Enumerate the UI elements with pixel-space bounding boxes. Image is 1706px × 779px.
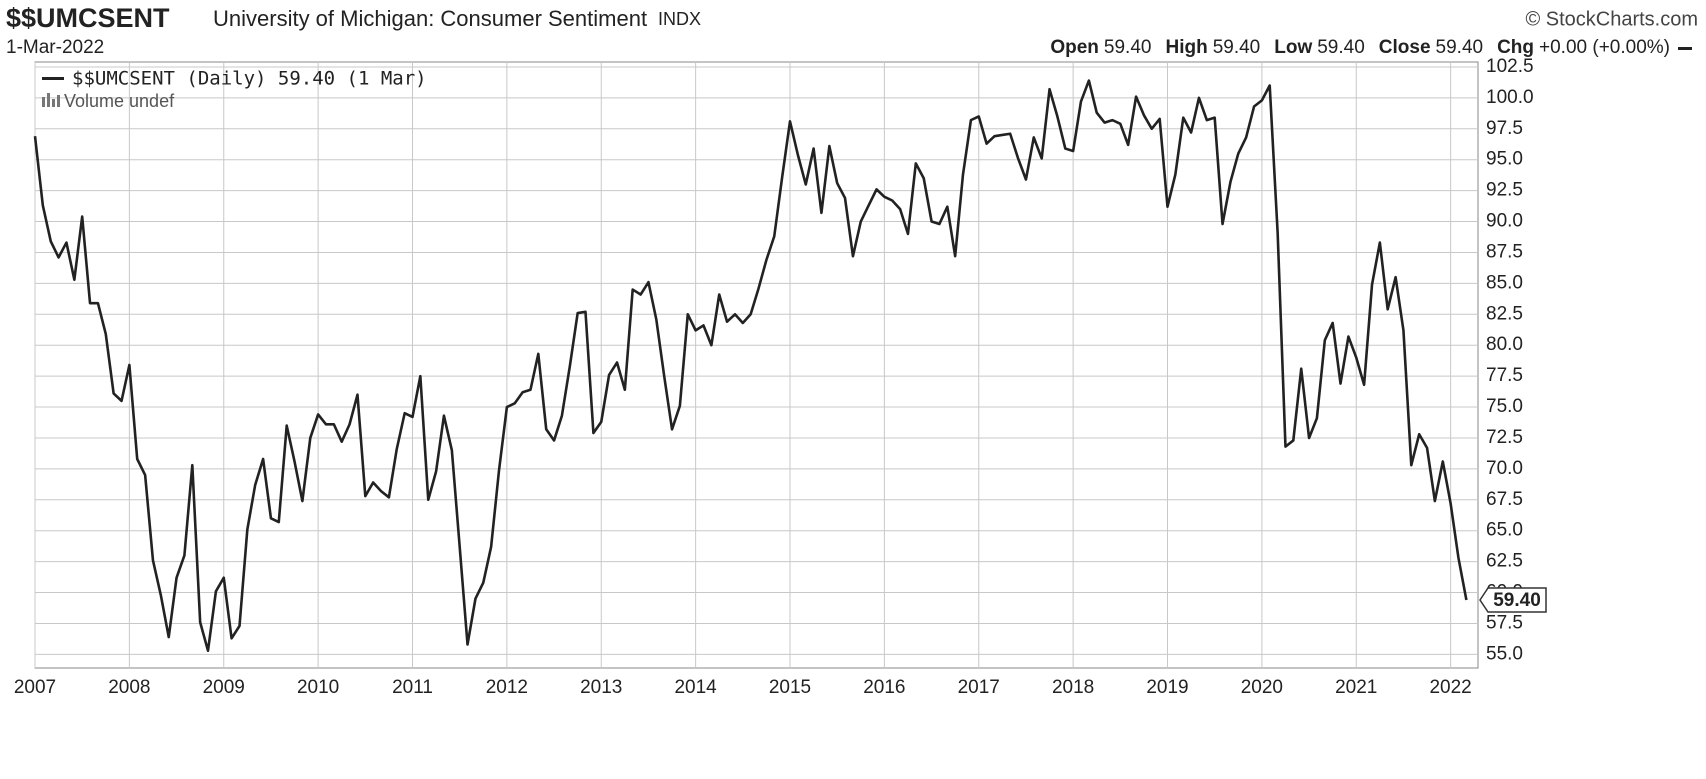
info-label: Low xyxy=(1274,37,1312,58)
symbol: $$UMCSENT xyxy=(6,3,170,33)
x-tick-label: 2011 xyxy=(392,677,433,698)
x-tick-label: 2020 xyxy=(1241,677,1283,698)
info-value: 59.40 xyxy=(1436,37,1484,58)
y-tick-label: 95.0 xyxy=(1486,149,1523,170)
series-line xyxy=(33,79,1468,652)
watermark: © StockCharts.com xyxy=(1525,8,1698,30)
y-tick-label: 97.5 xyxy=(1486,118,1523,139)
y-tick-label: 102.5 xyxy=(1486,56,1534,77)
y-tick-label: 87.5 xyxy=(1486,241,1523,262)
info-label: High xyxy=(1165,37,1207,58)
x-tick-label: 2013 xyxy=(580,677,622,698)
y-tick-label: 90.0 xyxy=(1486,211,1523,232)
marks xyxy=(33,79,1468,652)
y-tick-label: 77.5 xyxy=(1486,365,1523,386)
y-tick-label: 65.0 xyxy=(1486,520,1523,541)
volume-icon xyxy=(42,93,60,107)
info-value: 59.40 xyxy=(1317,37,1365,58)
y-tick-label: 82.5 xyxy=(1486,303,1523,324)
info-value: 59.40 xyxy=(1213,37,1261,58)
x-tick-label: 2016 xyxy=(863,677,905,698)
info-value: +0.00 (+0.00%) xyxy=(1539,37,1670,58)
y-tick-label: 55.0 xyxy=(1486,643,1523,664)
info-label: Chg xyxy=(1497,37,1534,58)
axes: 55.057.560.062.565.067.570.072.575.077.5… xyxy=(14,56,1547,698)
x-tick-label: 2022 xyxy=(1429,677,1471,698)
ohlc-info: Open 59.40 High 59.40 Low 59.40 Close 59.40 Chg +… xyxy=(1050,37,1670,58)
y-tick-label: 100.0 xyxy=(1486,87,1534,108)
legend-swatch xyxy=(42,77,64,80)
x-tick-label: 2018 xyxy=(1052,677,1094,698)
price-tag xyxy=(1479,587,1547,613)
legend-entry: $$UMCSENT (Daily) 59.40 (1 Mar) xyxy=(72,68,427,90)
y-tick-label: 85.0 xyxy=(1486,272,1523,293)
x-tick-label: 2008 xyxy=(108,677,150,698)
y-tick-label: 72.5 xyxy=(1486,427,1523,448)
y-tick-label: 62.5 xyxy=(1486,551,1523,572)
y-tick-label: 67.5 xyxy=(1486,489,1523,510)
last-value-label: 59.40 xyxy=(1493,590,1541,611)
chart-title: University of Michigan: Consumer Sentime… xyxy=(213,6,647,31)
y-tick-label: 80.0 xyxy=(1486,334,1523,355)
y-tick-label: 70.0 xyxy=(1486,458,1523,479)
x-tick-label: 2017 xyxy=(958,677,1000,698)
y-tick-label: 75.0 xyxy=(1486,396,1523,417)
x-tick-label: 2021 xyxy=(1335,677,1377,698)
info-label: Open xyxy=(1050,37,1099,58)
x-tick-label: 2010 xyxy=(297,677,339,698)
y-tick-label: 92.5 xyxy=(1486,180,1523,201)
x-tick-label: 2007 xyxy=(14,677,56,698)
exchange: INDX xyxy=(658,9,701,29)
ohlc-text: Open 59.40 High 59.40 Low 59.40 Close 59.40 Chg +… xyxy=(1050,37,1670,58)
x-tick-label: 2012 xyxy=(486,677,528,698)
x-tick-label: 2014 xyxy=(674,677,717,698)
y-tick-label: 57.5 xyxy=(1486,612,1523,633)
volume-label: Volume undef xyxy=(64,91,175,111)
info-label: Close xyxy=(1379,37,1431,58)
date: 1-Mar-2022 xyxy=(6,37,104,58)
x-tick-label: 2019 xyxy=(1146,677,1188,698)
info-dash xyxy=(1678,47,1692,50)
info-value: 59.40 xyxy=(1104,37,1152,58)
x-tick-label: 2015 xyxy=(769,677,811,698)
x-tick-label: 2009 xyxy=(203,677,245,698)
